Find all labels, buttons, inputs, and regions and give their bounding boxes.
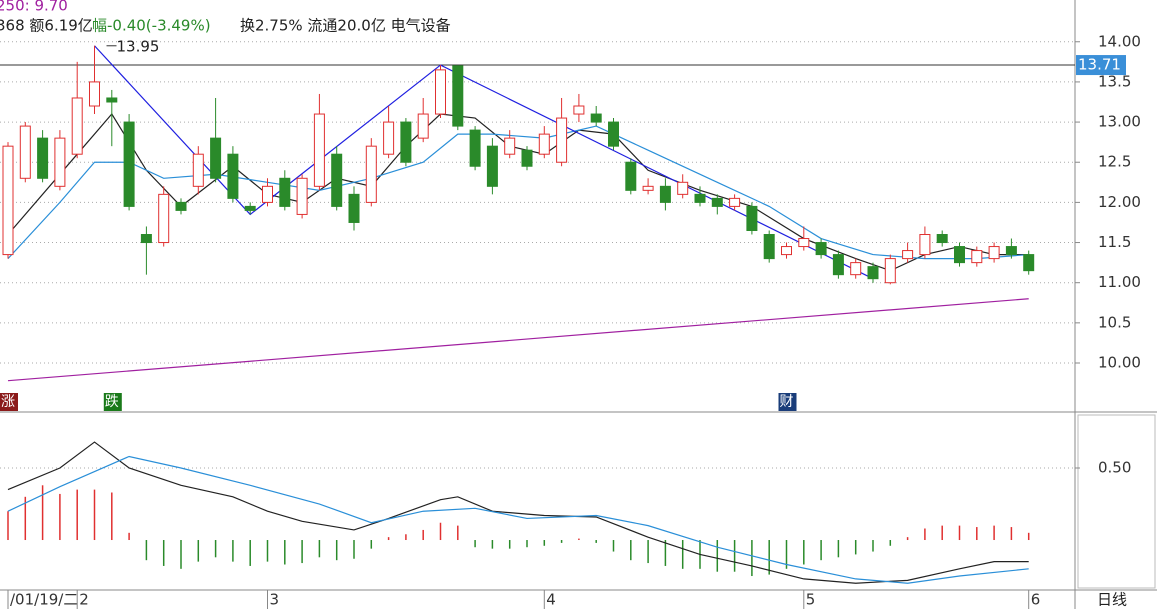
y-tick-label: 13.5 bbox=[1098, 72, 1131, 90]
axis-box bbox=[1077, 414, 1156, 589]
candle-body bbox=[625, 161, 637, 191]
x-tick-label: 5 bbox=[806, 591, 816, 609]
candle-body bbox=[971, 250, 983, 264]
candle-body bbox=[504, 137, 516, 155]
candle-body bbox=[781, 246, 792, 256]
candle-body bbox=[729, 197, 741, 207]
candle-body bbox=[573, 105, 585, 115]
candle-body bbox=[383, 121, 395, 155]
last-price-box bbox=[1076, 55, 1126, 76]
candle-body bbox=[763, 234, 775, 260]
y-tick-label: 12.5 bbox=[1098, 153, 1131, 171]
candle-body bbox=[365, 145, 377, 203]
candle-body bbox=[659, 185, 671, 203]
x-tick-label: /01/19/二 bbox=[10, 591, 78, 609]
candle-body bbox=[556, 117, 568, 163]
candle-body bbox=[832, 254, 844, 276]
candle-body bbox=[400, 121, 412, 163]
candle-body bbox=[608, 121, 619, 147]
y-tick-label: 11.5 bbox=[1098, 233, 1131, 251]
x-tick-label: 6 bbox=[1031, 591, 1041, 609]
last-price-label: 13.71 bbox=[1078, 56, 1121, 74]
candle-body bbox=[538, 133, 550, 155]
marker-label: 财 bbox=[780, 394, 794, 410]
line bbox=[7, 441, 1029, 584]
info-change: 幅-0.40(-3.49%) bbox=[92, 17, 211, 35]
candle-body bbox=[435, 69, 446, 115]
candle-body bbox=[2, 145, 14, 256]
candle-body bbox=[1005, 246, 1017, 256]
candle-body bbox=[89, 81, 100, 107]
marker-box bbox=[0, 393, 18, 411]
candle-body bbox=[469, 129, 481, 167]
peak-label: 13.95 bbox=[117, 37, 160, 55]
period-label: 日线 bbox=[1097, 591, 1127, 609]
candle-body bbox=[919, 234, 931, 256]
candle-body bbox=[798, 238, 810, 248]
marker-label: 涨 bbox=[1, 394, 15, 410]
candle-body bbox=[936, 234, 948, 244]
y-tick-label: 12.00 bbox=[1098, 193, 1141, 211]
marker-box bbox=[778, 393, 797, 411]
candle-body bbox=[902, 250, 914, 260]
x-tick-label: 2 bbox=[79, 591, 89, 609]
candle-body bbox=[279, 177, 291, 207]
candle-body bbox=[37, 137, 49, 179]
candle-body bbox=[158, 193, 170, 244]
candle-body bbox=[711, 197, 723, 207]
marker-box bbox=[103, 393, 122, 411]
y-tick-label: 13.00 bbox=[1098, 113, 1141, 131]
candle-body bbox=[296, 177, 308, 215]
candle-body bbox=[452, 65, 464, 127]
candle-body bbox=[1023, 254, 1035, 272]
candle-body bbox=[348, 193, 360, 223]
y-tick-label: 10.5 bbox=[1098, 313, 1131, 331]
line bbox=[7, 298, 1029, 382]
ma-text: 250: 9.70 bbox=[0, 0, 68, 15]
candle-body bbox=[988, 246, 1000, 260]
candle-body bbox=[262, 185, 273, 203]
candle-body bbox=[850, 262, 862, 276]
candle-body bbox=[815, 242, 827, 256]
candle-body bbox=[227, 153, 239, 199]
candle-body bbox=[71, 97, 83, 155]
candle-body bbox=[884, 258, 896, 284]
candle-body bbox=[694, 193, 706, 203]
candle-body bbox=[313, 113, 325, 187]
candle-body bbox=[867, 266, 879, 280]
candle-body bbox=[590, 113, 602, 123]
candle-body bbox=[417, 113, 429, 139]
candle-body bbox=[677, 181, 689, 195]
y-tick-label: 10.00 bbox=[1098, 354, 1141, 372]
line bbox=[94, 45, 874, 280]
candle-body bbox=[642, 185, 654, 191]
line bbox=[7, 455, 1029, 584]
candle-body bbox=[175, 201, 187, 211]
candle-body bbox=[54, 137, 66, 187]
x-tick-label: 4 bbox=[546, 591, 556, 609]
candle-body bbox=[140, 234, 152, 244]
x-tick-label: 3 bbox=[270, 591, 280, 609]
candle-body bbox=[19, 125, 31, 179]
candle-body bbox=[521, 149, 533, 167]
candle-body bbox=[244, 205, 256, 211]
candle-body bbox=[123, 121, 135, 207]
y-tick-label: 0.50 bbox=[1098, 459, 1131, 477]
info-text: 换2.75% 流通20.0亿 电气设备 bbox=[240, 17, 451, 35]
candle-body bbox=[210, 137, 222, 179]
candle-body bbox=[331, 153, 343, 207]
candle-body bbox=[746, 205, 758, 231]
y-tick-label: 11.00 bbox=[1098, 273, 1141, 291]
y-tick-label: 14.00 bbox=[1098, 32, 1141, 50]
candle-body bbox=[192, 153, 204, 187]
info-text: 368 额6.19亿 bbox=[0, 17, 93, 35]
candle-body bbox=[954, 246, 965, 264]
candle-body bbox=[486, 145, 498, 187]
candle-body bbox=[106, 97, 118, 103]
marker-label: 跌 bbox=[105, 394, 119, 410]
